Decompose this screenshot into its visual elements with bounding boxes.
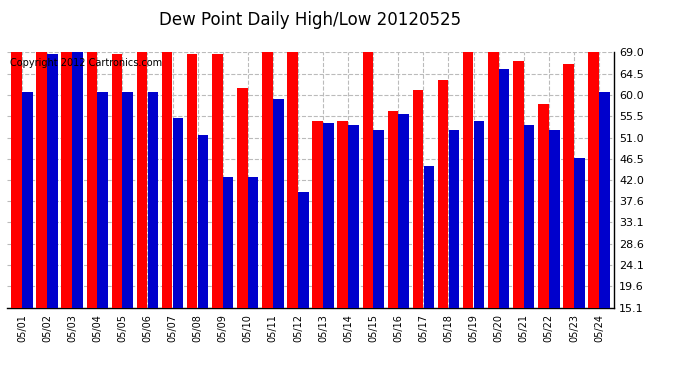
Bar bbox=[424, 166, 434, 308]
Bar bbox=[11, 45, 22, 308]
Bar bbox=[463, 26, 473, 307]
Text: Dew Point Daily High/Low 20120525: Dew Point Daily High/Low 20120525 bbox=[159, 11, 462, 29]
Text: Copyright 2012 Cartronics.com: Copyright 2012 Cartronics.com bbox=[10, 58, 162, 68]
Bar bbox=[97, 92, 108, 308]
Bar bbox=[538, 104, 549, 308]
Bar bbox=[287, 36, 298, 308]
Bar bbox=[273, 99, 284, 308]
Bar bbox=[348, 125, 359, 308]
Bar bbox=[223, 177, 233, 308]
Bar bbox=[262, 38, 273, 308]
Bar bbox=[122, 92, 133, 308]
Bar bbox=[61, 0, 72, 308]
Bar bbox=[589, 33, 599, 308]
Bar bbox=[438, 80, 449, 308]
Bar bbox=[474, 121, 484, 308]
Bar bbox=[22, 92, 32, 308]
Bar bbox=[172, 118, 183, 308]
Bar bbox=[413, 90, 423, 308]
Bar bbox=[72, 36, 83, 308]
Bar bbox=[373, 130, 384, 308]
Bar bbox=[112, 54, 122, 307]
Bar bbox=[137, 45, 147, 308]
Bar bbox=[198, 135, 208, 308]
Bar bbox=[574, 159, 584, 308]
Bar bbox=[313, 121, 323, 308]
Bar bbox=[448, 130, 459, 308]
Bar bbox=[148, 92, 158, 308]
Bar bbox=[599, 92, 610, 308]
Bar bbox=[563, 64, 574, 308]
Bar bbox=[513, 62, 524, 308]
Bar bbox=[323, 123, 334, 308]
Bar bbox=[298, 192, 308, 308]
Bar bbox=[388, 111, 398, 308]
Bar bbox=[398, 114, 409, 308]
Bar bbox=[248, 177, 259, 308]
Bar bbox=[362, 7, 373, 308]
Bar bbox=[524, 125, 535, 308]
Bar bbox=[162, 36, 172, 308]
Bar bbox=[187, 54, 197, 307]
Bar bbox=[237, 87, 248, 308]
Bar bbox=[499, 69, 509, 308]
Bar bbox=[212, 54, 223, 307]
Bar bbox=[337, 121, 348, 308]
Bar bbox=[488, 0, 499, 308]
Bar bbox=[86, 0, 97, 308]
Bar bbox=[37, 0, 47, 308]
Bar bbox=[549, 130, 560, 308]
Bar bbox=[47, 54, 58, 307]
